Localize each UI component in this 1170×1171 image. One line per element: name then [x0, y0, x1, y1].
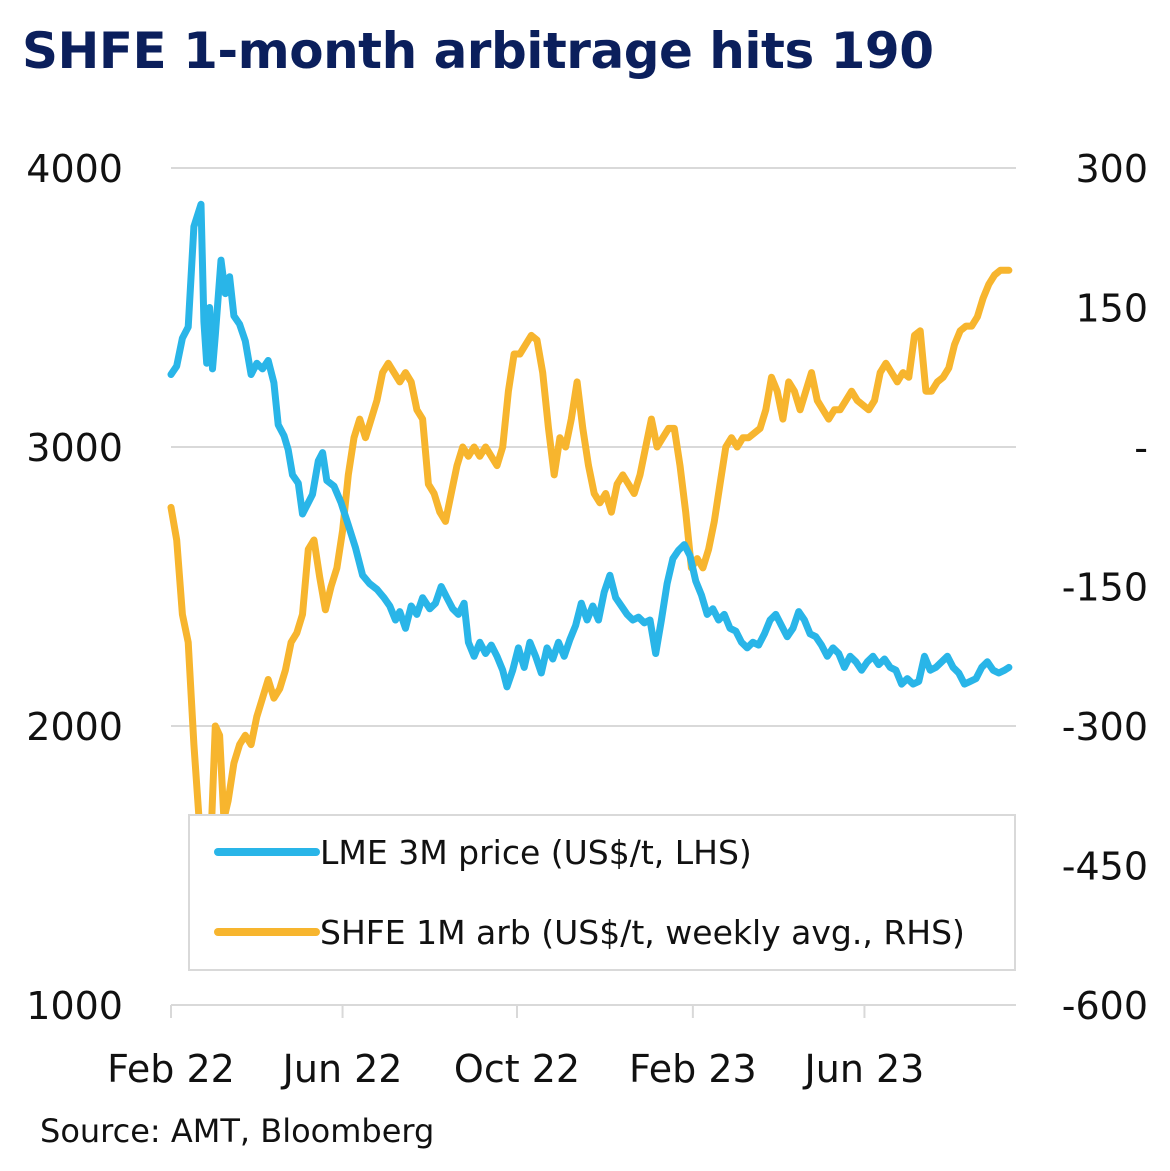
right-tick-label: -450 — [1062, 845, 1148, 889]
right-tick-label: -150 — [1062, 566, 1148, 610]
series-line-shfe-1m-arb — [167, 266, 1013, 916]
right-tick-label: -300 — [1062, 705, 1148, 749]
series-layer — [167, 200, 1013, 916]
legend-box — [188, 814, 1016, 971]
x-tick-label: Oct 22 — [454, 1047, 580, 1091]
x-tick-label: Feb 22 — [107, 1047, 235, 1091]
left-axis-ticks: 4000 3000 2000 1000 — [26, 147, 123, 1028]
left-tick-label: 2000 — [26, 705, 123, 749]
right-axis-ticks: 300 150 - -150 -300 -450 -600 — [1062, 147, 1148, 1028]
legend-label: SHFE 1M arb (US$/t, weekly avg., RHS) — [320, 913, 965, 952]
x-tick-label: Jun 22 — [281, 1047, 403, 1091]
chart-title: SHFE 1-month arbitrage hits 190 — [22, 22, 934, 80]
gridlines — [171, 167, 1016, 727]
right-tick-label: -600 — [1062, 984, 1148, 1028]
right-tick-label: 300 — [1075, 147, 1148, 191]
legend-label: LME 3M price (US$/t, LHS) — [320, 833, 752, 872]
right-tick-label: 150 — [1075, 287, 1148, 331]
left-tick-label: 3000 — [26, 426, 123, 470]
series-line-lme-3m-price — [167, 200, 1013, 691]
x-axis: Feb 22 Jun 22 Oct 22 Feb 23 Jun 23 — [107, 1004, 1016, 1091]
legend: LME 3M price (US$/t, LHS) SHFE 1M arb (US… — [188, 814, 1016, 971]
left-tick-label: 4000 — [26, 147, 123, 191]
left-tick-label: 1000 — [26, 984, 123, 1028]
x-tick-label: Feb 23 — [629, 1047, 757, 1091]
source-note: Source: AMT, Bloomberg — [40, 1112, 435, 1150]
right-tick-label: - — [1134, 426, 1148, 470]
x-tick-label: Jun 23 — [803, 1047, 925, 1091]
